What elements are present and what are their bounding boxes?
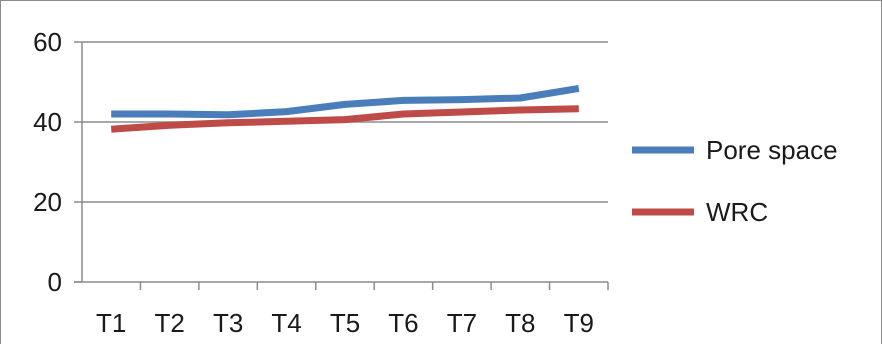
y-tick-label-60: 60 [33, 27, 62, 57]
gridlines [74, 41, 608, 283]
y-tick-label-40: 40 [33, 107, 62, 137]
x-tick-labels: T1 T2 T3 T4 T5 T6 T7 T8 T9 [96, 308, 594, 338]
x-tick-label-t6: T6 [388, 308, 418, 338]
x-tick-label-t1: T1 [96, 308, 126, 338]
y-tick-labels: 0 20 40 60 [33, 27, 62, 297]
x-tick-label-t2: T2 [154, 308, 184, 338]
axes [74, 42, 609, 290]
legend: Pore space WRC [632, 135, 838, 227]
y-tick-label-20: 20 [33, 187, 62, 217]
x-tick-label-t8: T8 [505, 308, 535, 338]
legend-label-wrc: WRC [706, 197, 768, 227]
x-tick-label-t3: T3 [213, 308, 243, 338]
legend-label-pore-space: Pore space [706, 135, 838, 165]
x-tick-label-t7: T7 [447, 308, 477, 338]
x-tick-label-t5: T5 [330, 308, 360, 338]
series-lines [110, 84, 580, 133]
x-tick-label-t9: T9 [564, 308, 594, 338]
y-tick-label-0: 0 [48, 267, 62, 297]
x-tick-label-t4: T4 [271, 308, 301, 338]
